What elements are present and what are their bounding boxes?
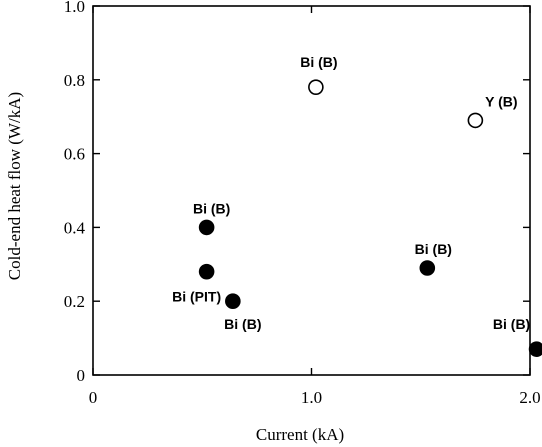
filled-data-point — [528, 341, 542, 357]
open-data-point — [467, 112, 484, 129]
y-tick-label: 0.2 — [64, 292, 85, 311]
x-tick-label: 0 — [89, 388, 98, 407]
filled-data-point — [198, 263, 215, 280]
filled-data-point — [419, 260, 436, 276]
open-data-point — [308, 79, 324, 95]
point-label: Bi (B) — [415, 241, 452, 257]
point-label: Bi (B) — [193, 200, 230, 216]
point-labels: Bi (B)Bi (PIT)Bi (B)Bi (B)Bi (B)Y (B)Bi … — [172, 54, 530, 332]
y-tick-label: 0.4 — [64, 218, 86, 237]
x-axis-title: Current (kA) — [256, 425, 344, 444]
ticks: 0 0.2 0.4 0.6 0.8 1.0 0 1.0 2.0 — [64, 0, 541, 407]
point-label: Bi (B) — [493, 316, 530, 332]
data-points — [198, 79, 542, 357]
x-tick-label: 2.0 — [519, 388, 540, 407]
filled-data-point — [198, 219, 215, 236]
y-axis-title: Cold-end heat flow (W/kA) — [5, 92, 24, 280]
x-tick-label: 1.0 — [301, 388, 322, 407]
filled-data-point — [225, 293, 241, 310]
y-tick-label: 0.8 — [64, 71, 85, 90]
y-tick-label: 1.0 — [64, 0, 85, 16]
y-tick-label: 0.6 — [64, 145, 85, 164]
point-label: Bi (PIT) — [172, 289, 221, 305]
point-label: Y (B) — [485, 93, 517, 109]
point-label: Bi (B) — [300, 54, 337, 70]
point-label: Bi (B) — [224, 316, 261, 332]
y-tick-label: 0 — [77, 366, 86, 385]
